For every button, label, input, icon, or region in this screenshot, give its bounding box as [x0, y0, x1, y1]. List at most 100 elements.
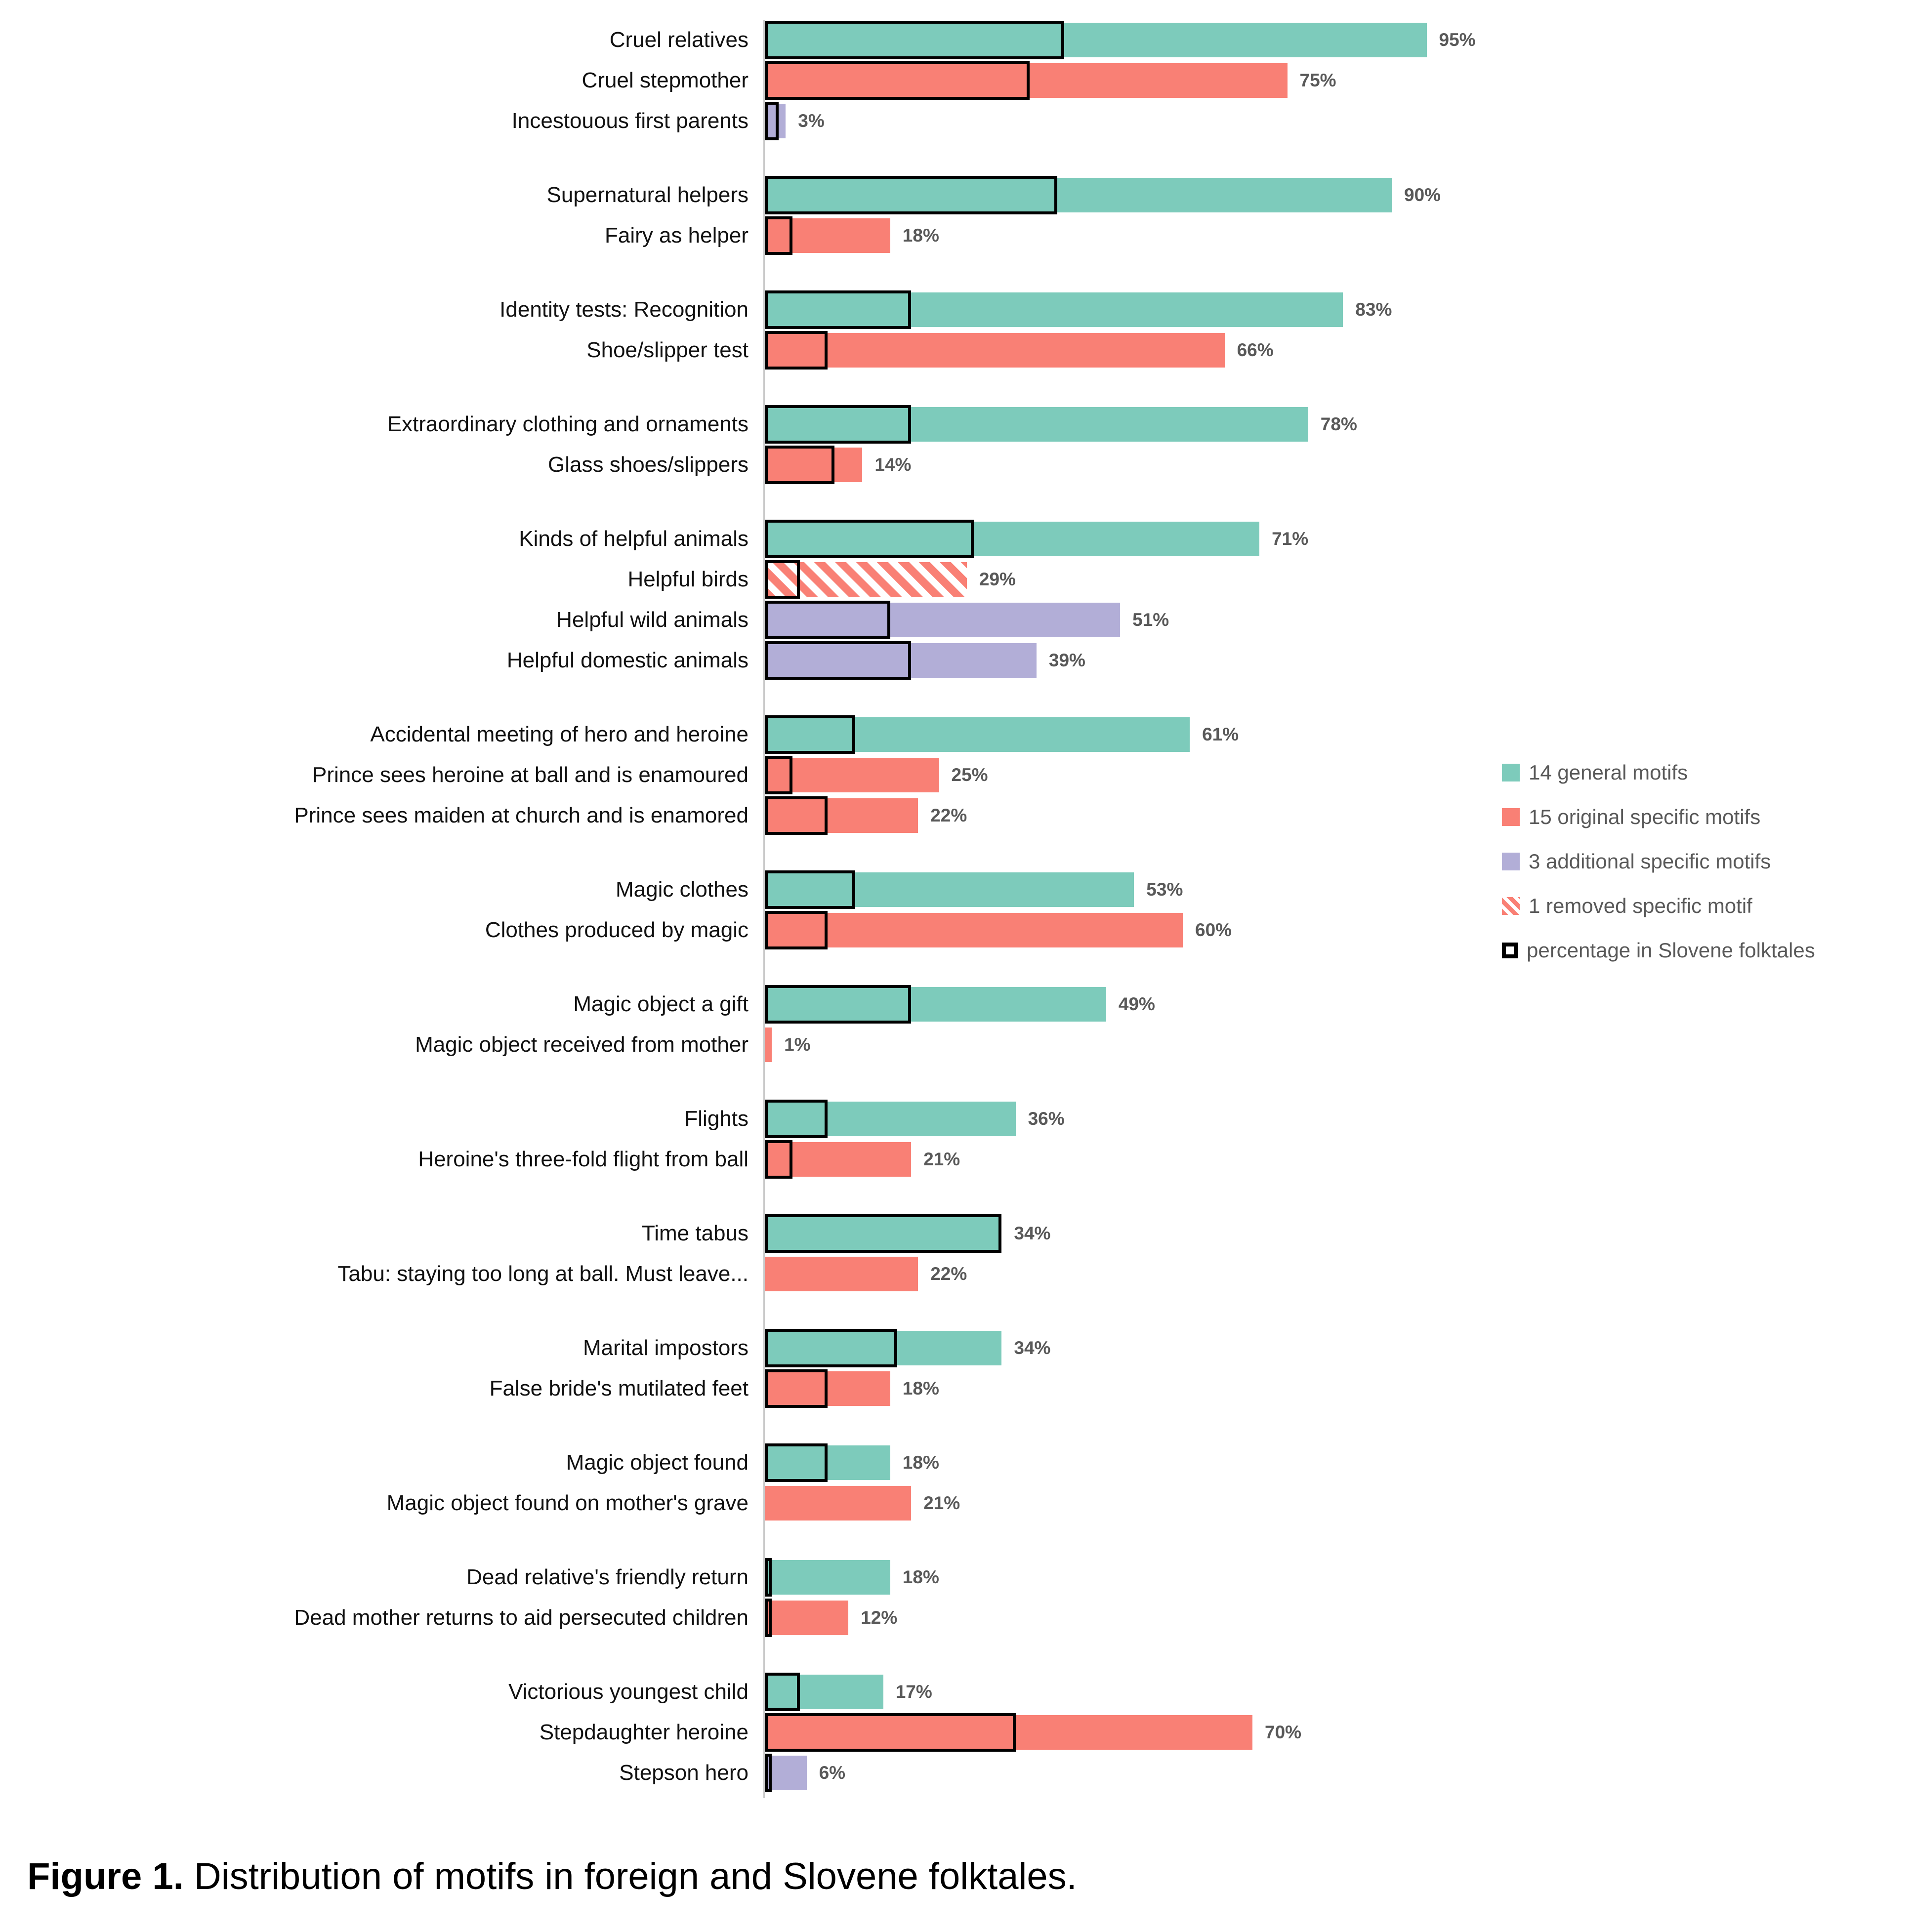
- legend-swatch-removed: [1502, 897, 1520, 915]
- slovene-percentage-outline: [765, 756, 793, 794]
- bar-area: 21%: [763, 1483, 1912, 1523]
- original-bar: [765, 1601, 849, 1635]
- bar-area: 18%: [763, 1442, 1912, 1483]
- bar-value-label: 34%: [1014, 1338, 1051, 1358]
- slovene-percentage-outline: [765, 1214, 1002, 1253]
- bar-value-label: 17%: [895, 1682, 932, 1702]
- bar-category-label: Heroine's three-fold flight from ball: [418, 1147, 748, 1171]
- bar-row: Heroine's three-fold flight from ball 21%: [0, 1139, 1912, 1180]
- bar-row: Magic object a gift 49%: [0, 984, 1912, 1025]
- bar-value-label: 3%: [798, 111, 825, 131]
- bar-value-label: 21%: [923, 1149, 960, 1169]
- bar-area: 34%: [763, 1328, 1912, 1368]
- bar-row: Flights 36%: [0, 1099, 1912, 1139]
- slovene-percentage-outline: [765, 216, 793, 255]
- slovene-percentage-outline: [765, 1369, 828, 1408]
- motif-distribution-chart: Cruel relatives 95% Cruel stepmother 75% Inc…: [0, 20, 1912, 1798]
- original-bar: [765, 1371, 890, 1406]
- bar-area: 12%: [763, 1598, 1912, 1638]
- bar-value-label: 36%: [1028, 1109, 1065, 1129]
- bar-value-label: 22%: [930, 805, 967, 825]
- bar-value-label: 6%: [819, 1763, 846, 1783]
- bar-category-label: Dead relative's friendly return: [466, 1564, 748, 1589]
- general-bar: [765, 1331, 1002, 1365]
- slovene-percentage-outline: [765, 1754, 772, 1792]
- slovene-percentage-outline: [765, 715, 856, 754]
- original-bar: [765, 1257, 918, 1291]
- bar-value-label: 12%: [861, 1607, 898, 1628]
- bar-area: 25%: [763, 755, 1912, 795]
- bar-row: Magic object received from mother 1%: [0, 1025, 1912, 1065]
- original-bar: [765, 1142, 912, 1177]
- slovene-percentage-outline: [765, 911, 828, 949]
- slovene-percentage-outline: [765, 601, 890, 639]
- bar-category-label: Identity tests: Recognition: [499, 297, 748, 322]
- bar-row: False bride's mutilated feet 18%: [0, 1368, 1912, 1409]
- bar-category-label: Shoe/slipper test: [586, 337, 748, 362]
- bar-value-label: 78%: [1320, 414, 1357, 434]
- legend-label: 14 general motifs: [1529, 761, 1688, 784]
- original-bar: [765, 63, 1288, 98]
- bar-value-label: 18%: [902, 1378, 939, 1398]
- bar-value-label: 1%: [784, 1034, 811, 1055]
- chart-groups: Cruel relatives 95% Cruel stepmother 75% Inc…: [0, 20, 1912, 1793]
- bar-area: 17%: [763, 1672, 1912, 1712]
- bar-group: Cruel relatives 95% Cruel stepmother 75% Inc…: [0, 20, 1912, 141]
- bar-category-label: Marital impostors: [583, 1335, 748, 1360]
- slovene-percentage-outline: [765, 985, 912, 1024]
- bar-row: Helpful wild animals 51%: [0, 600, 1912, 640]
- bar-category-label: Tabu: staying too long at ball. Must lea…: [337, 1261, 748, 1286]
- bar-group: Magic object found 18% Magic object found …: [0, 1442, 1912, 1523]
- figure-caption-text: Distribution of motifs in foreign and Sl…: [183, 1855, 1077, 1897]
- bar-group: Kinds of helpful animals 71% Helpful birds…: [0, 519, 1912, 681]
- bar-value-label: 18%: [902, 225, 939, 246]
- original-bar: [765, 1028, 772, 1062]
- bar-row: Dead mother returns to aid persecuted ch…: [0, 1598, 1912, 1638]
- bar-row: Extraordinary clothing and ornaments 78%: [0, 404, 1912, 445]
- bar-area: 78%: [763, 404, 1912, 445]
- bar-group: Identity tests: Recognition 83% Shoe/slipp…: [0, 289, 1912, 370]
- bar-area: 18%: [763, 215, 1912, 256]
- slovene-percentage-outline: [765, 641, 912, 680]
- bar-area: 22%: [763, 1254, 1912, 1294]
- slovene-percentage-outline: [765, 176, 1058, 214]
- bar-group: Supernatural helpers 90% Fairy as helper 18…: [0, 175, 1912, 256]
- legend-item: 1 removed specific motif: [1502, 894, 1815, 918]
- bar-row: Accidental meeting of hero and heroine 61…: [0, 714, 1912, 755]
- legend-swatch-additional: [1502, 853, 1520, 870]
- bar-category-label: Magic object found: [566, 1450, 748, 1475]
- bar-value-label: 70%: [1265, 1722, 1302, 1742]
- bar-area: 51%: [763, 600, 1912, 640]
- bar-value-label: 71%: [1272, 529, 1309, 549]
- legend-item: 3 additional specific motifs: [1502, 850, 1815, 873]
- bar-area: 66%: [763, 330, 1912, 370]
- bar-row: Incestouous first parents 3%: [0, 101, 1912, 141]
- bar-area: 49%: [763, 984, 1912, 1025]
- bar-area: 60%: [763, 910, 1912, 950]
- general-bar: [765, 717, 1190, 752]
- original-bar: [765, 1715, 1252, 1750]
- bar-value-label: 53%: [1146, 879, 1183, 900]
- bar-category-label: Clothes produced by magic: [485, 917, 748, 942]
- original-bar: [765, 448, 863, 482]
- bar-area: 18%: [763, 1557, 1912, 1598]
- bar-row: Glass shoes/slippers 14%: [0, 445, 1912, 485]
- general-bar: [765, 522, 1260, 556]
- bar-group: Magic clothes 53% Clothes produced by magi…: [0, 869, 1912, 950]
- bar-area: 36%: [763, 1099, 1912, 1139]
- bar-value-label: 90%: [1404, 185, 1441, 205]
- bar-category-label: Cruel relatives: [609, 27, 748, 52]
- legend-item: 14 general motifs: [1502, 761, 1815, 784]
- legend-item: 15 original specific motifs: [1502, 805, 1815, 829]
- bar-row: Kinds of helpful animals 71%: [0, 519, 1912, 559]
- bar-value-label: 95%: [1439, 30, 1476, 50]
- slovene-percentage-outline: [765, 560, 800, 599]
- slovene-percentage-outline: [765, 1558, 772, 1597]
- legend-swatch-original: [1502, 808, 1520, 826]
- bar-value-label: 21%: [923, 1493, 960, 1513]
- slovene-percentage-outline: [765, 1713, 1016, 1752]
- original-bar: [765, 798, 918, 833]
- bar-value-label: 25%: [951, 765, 988, 785]
- general-bar: [765, 23, 1427, 57]
- bar-value-label: 51%: [1132, 610, 1169, 630]
